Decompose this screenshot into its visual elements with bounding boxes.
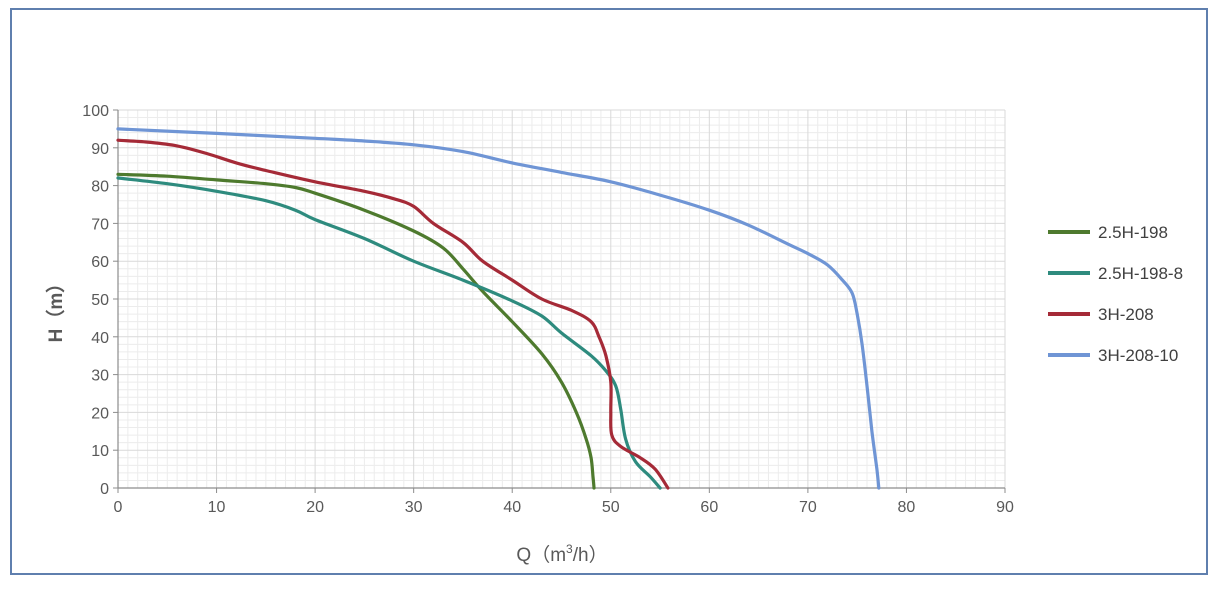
y-axis-title: H（m）	[44, 274, 67, 343]
legend-label-3h-208-10: 3H-208-10	[1098, 346, 1178, 365]
x-tick-label: 50	[602, 499, 620, 516]
x-tick-label: 40	[503, 499, 521, 516]
y-tick-label: 100	[82, 103, 109, 120]
y-tick-label: 10	[91, 443, 109, 460]
x-tick-label: 90	[996, 499, 1014, 516]
performance-curve-chart: 0 10 20 30 40 50 60 70 80 90 0 10 20 30 40 50 60 70 80 90 10…	[44, 103, 1183, 566]
y-tick-label: 60	[91, 254, 109, 271]
x-tick-label: 60	[700, 499, 718, 516]
x-tick-label: 30	[405, 499, 423, 516]
y-tick-label: 50	[91, 292, 109, 309]
x-tick-label: 10	[208, 499, 226, 516]
chart-frame: 0 10 20 30 40 50 60 70 80 90 0 10 20 30 40 50 60 70 80 90 10…	[10, 8, 1208, 575]
series-line-2-5h-198-8	[116, 176, 662, 490]
y-tick-label: 70	[91, 216, 109, 233]
x-tick-label: 80	[898, 499, 916, 516]
x-axis-title: Q（m3/h）	[516, 542, 607, 566]
series-line-2-5h-198	[116, 172, 596, 490]
legend-label-2-5h-198-8: 2.5H-198-8	[1098, 264, 1183, 283]
y-tick-label: 30	[91, 368, 109, 385]
y-tick-label: 80	[91, 179, 109, 196]
y-tick-label: 20	[91, 405, 109, 422]
y-tick-label: 40	[91, 330, 109, 347]
x-axis-title-sup: 3	[566, 542, 573, 556]
x-tick-label: 0	[114, 499, 123, 516]
series-line-3h-208	[116, 138, 670, 490]
legend-label-2-5h-198: 2.5H-198	[1098, 223, 1168, 242]
x-tick-label: 70	[799, 499, 817, 516]
series-line-3h-208-10	[116, 127, 881, 490]
legend-label-3h-208: 3H-208	[1098, 305, 1154, 324]
x-axis-title-suffix: /h）	[573, 544, 608, 566]
y-tick-label: 0	[100, 481, 109, 498]
x-tick-label: 20	[306, 499, 324, 516]
y-tick-label: 90	[91, 141, 109, 158]
x-axis-title-prefix: Q（m	[516, 544, 566, 566]
